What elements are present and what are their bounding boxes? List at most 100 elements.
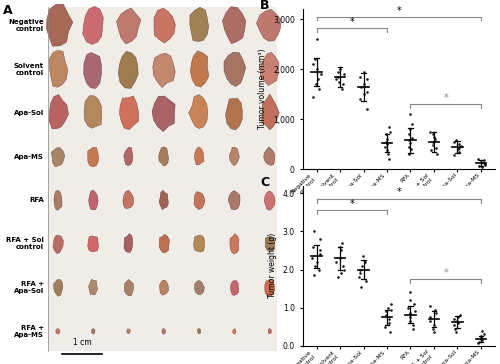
Polygon shape bbox=[153, 53, 176, 88]
Point bbox=[455, 141, 463, 147]
Point bbox=[474, 340, 482, 346]
Polygon shape bbox=[56, 329, 60, 334]
Text: *: * bbox=[396, 5, 401, 16]
Point bbox=[310, 263, 318, 269]
Text: RFA: RFA bbox=[29, 197, 44, 203]
Polygon shape bbox=[158, 147, 168, 166]
Polygon shape bbox=[190, 51, 209, 87]
Polygon shape bbox=[49, 95, 68, 129]
Point bbox=[426, 318, 434, 324]
Point bbox=[356, 266, 364, 272]
Polygon shape bbox=[124, 280, 134, 296]
Point bbox=[406, 314, 414, 320]
Text: B: B bbox=[260, 0, 270, 12]
Point bbox=[477, 336, 485, 342]
Point bbox=[363, 76, 371, 82]
Polygon shape bbox=[224, 52, 246, 87]
Point bbox=[406, 297, 414, 303]
Point bbox=[313, 259, 321, 265]
Point bbox=[387, 306, 395, 312]
Polygon shape bbox=[194, 147, 204, 165]
Point bbox=[426, 129, 434, 135]
Point bbox=[340, 71, 347, 77]
Text: Negative
control: Negative control bbox=[8, 19, 44, 32]
Point bbox=[308, 255, 316, 261]
Point bbox=[455, 149, 463, 155]
Text: A: A bbox=[3, 4, 13, 17]
Text: Apa-Sol: Apa-Sol bbox=[14, 110, 44, 116]
Point bbox=[476, 333, 484, 339]
Point bbox=[316, 252, 324, 257]
Point bbox=[316, 248, 324, 253]
Polygon shape bbox=[52, 148, 64, 167]
Polygon shape bbox=[54, 190, 62, 210]
Polygon shape bbox=[88, 236, 99, 252]
Point bbox=[334, 69, 342, 75]
Point bbox=[426, 314, 434, 320]
Point bbox=[430, 134, 438, 140]
Point bbox=[481, 162, 489, 168]
Polygon shape bbox=[264, 147, 275, 165]
Text: *: * bbox=[396, 187, 401, 197]
Point bbox=[430, 139, 438, 145]
Point bbox=[336, 244, 344, 250]
Point bbox=[332, 259, 340, 265]
Point bbox=[386, 329, 394, 335]
Point bbox=[451, 326, 459, 332]
Point bbox=[312, 81, 320, 87]
Point bbox=[382, 312, 390, 318]
Point bbox=[383, 136, 391, 142]
Point bbox=[474, 157, 482, 162]
Polygon shape bbox=[92, 329, 95, 334]
Polygon shape bbox=[194, 280, 204, 295]
Point bbox=[406, 111, 414, 117]
Polygon shape bbox=[46, 4, 73, 46]
Polygon shape bbox=[118, 51, 138, 88]
Point bbox=[458, 143, 466, 149]
Point bbox=[316, 236, 324, 242]
Polygon shape bbox=[188, 95, 208, 128]
Point bbox=[363, 106, 371, 112]
Text: Solvent
control: Solvent control bbox=[14, 63, 44, 76]
Point bbox=[434, 151, 442, 157]
Point bbox=[310, 272, 318, 278]
Point bbox=[480, 160, 488, 166]
Y-axis label: Tumor weight (g): Tumor weight (g) bbox=[268, 233, 277, 298]
Point bbox=[450, 316, 458, 322]
Text: *: * bbox=[350, 17, 354, 27]
Point bbox=[356, 274, 364, 280]
Point bbox=[336, 255, 344, 261]
Point bbox=[478, 164, 486, 170]
Point bbox=[309, 61, 317, 67]
Polygon shape bbox=[127, 329, 130, 334]
Point bbox=[384, 305, 392, 310]
Point bbox=[406, 318, 413, 324]
Polygon shape bbox=[116, 8, 141, 44]
Polygon shape bbox=[260, 52, 279, 86]
Point bbox=[336, 66, 344, 72]
Polygon shape bbox=[88, 190, 98, 210]
Point bbox=[476, 159, 484, 165]
Point bbox=[360, 81, 368, 87]
Polygon shape bbox=[265, 280, 274, 296]
Point bbox=[358, 263, 366, 269]
Text: Apa-MS: Apa-MS bbox=[14, 154, 44, 159]
Polygon shape bbox=[50, 51, 68, 87]
Point bbox=[384, 151, 392, 157]
Point bbox=[429, 326, 437, 332]
Polygon shape bbox=[256, 9, 280, 41]
Point bbox=[335, 79, 343, 84]
Point bbox=[382, 147, 390, 153]
Polygon shape bbox=[120, 96, 139, 130]
Point bbox=[404, 305, 412, 310]
Point bbox=[431, 306, 439, 312]
Point bbox=[356, 270, 364, 276]
Polygon shape bbox=[194, 192, 205, 210]
Point bbox=[337, 270, 345, 276]
Point bbox=[380, 144, 388, 150]
Polygon shape bbox=[88, 147, 99, 167]
Point bbox=[432, 145, 440, 151]
Point bbox=[309, 94, 317, 100]
Polygon shape bbox=[84, 96, 102, 128]
Point bbox=[356, 74, 364, 80]
